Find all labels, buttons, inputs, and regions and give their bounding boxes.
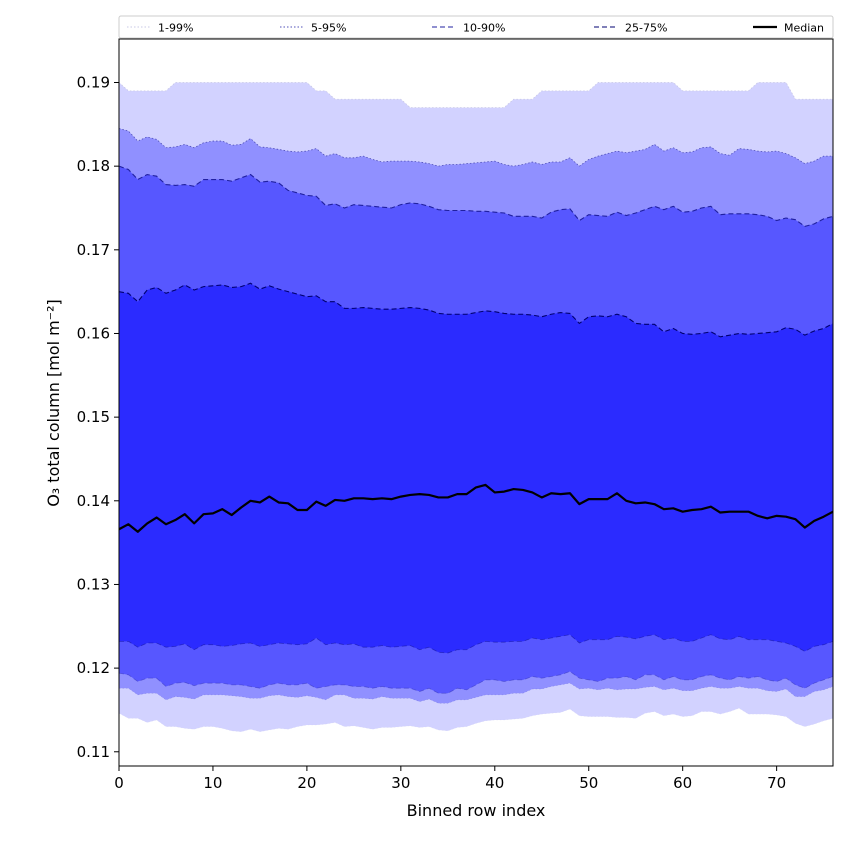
- band-fill-25-75%: [119, 283, 833, 654]
- x-axis-label: Binned row index: [407, 801, 546, 820]
- y-tick-label: 0.17: [77, 241, 110, 259]
- y-tick-label: 0.16: [77, 324, 110, 342]
- x-tick-label: 30: [391, 774, 410, 792]
- y-tick-label: 0.18: [77, 157, 110, 175]
- band-lower-edge-5-95%: [119, 682, 834, 704]
- y-tick-label: 0.19: [77, 74, 110, 92]
- x-tick-label: 70: [767, 774, 786, 792]
- band-lower-edge-1-99%: [118, 707, 834, 732]
- series-line-Median: [118, 483, 834, 533]
- x-axis: 0 10 20 30 40 50 60 70: [114, 766, 786, 792]
- band-upper-edge-1-99%: [118, 82, 833, 109]
- y-axis-label: O₃ total column [mol m⁻²]: [44, 299, 63, 507]
- legend: 1-99% 5-95% 10-90% 25-75% Median: [118, 15, 834, 39]
- legend-label: 5-95%: [311, 22, 346, 35]
- y-tick-label: 0.11: [77, 743, 110, 761]
- legend-box: [118, 15, 834, 39]
- legend-label: 1-99%: [158, 22, 193, 35]
- legend-label: Median: [784, 22, 824, 35]
- x-tick-label: 60: [673, 774, 692, 792]
- y-tick-label: 0.15: [77, 408, 110, 426]
- y-tick-label: 0.13: [77, 575, 110, 593]
- x-tick-label: 20: [297, 774, 316, 792]
- plot-area: [118, 38, 834, 767]
- y-tick-label: 0.12: [77, 659, 110, 677]
- legend-label: 10-90%: [463, 22, 505, 35]
- plot-frame: [118, 38, 834, 767]
- x-tick-label: 50: [579, 774, 598, 792]
- legend-label: 25-75%: [625, 22, 667, 35]
- x-tick-label: 40: [485, 774, 504, 792]
- y-axis: 0.11 0.12 0.13 0.14 0.15 0.16 0.17 0.18 0.19: [77, 74, 119, 761]
- x-tick-label: 10: [203, 774, 222, 792]
- band-upper-edge-10-90%: [118, 165, 834, 227]
- y-tick-label: 0.14: [77, 492, 110, 510]
- band-upper-edge-25-75%: [118, 282, 834, 338]
- x-tick-label: 0: [114, 774, 124, 792]
